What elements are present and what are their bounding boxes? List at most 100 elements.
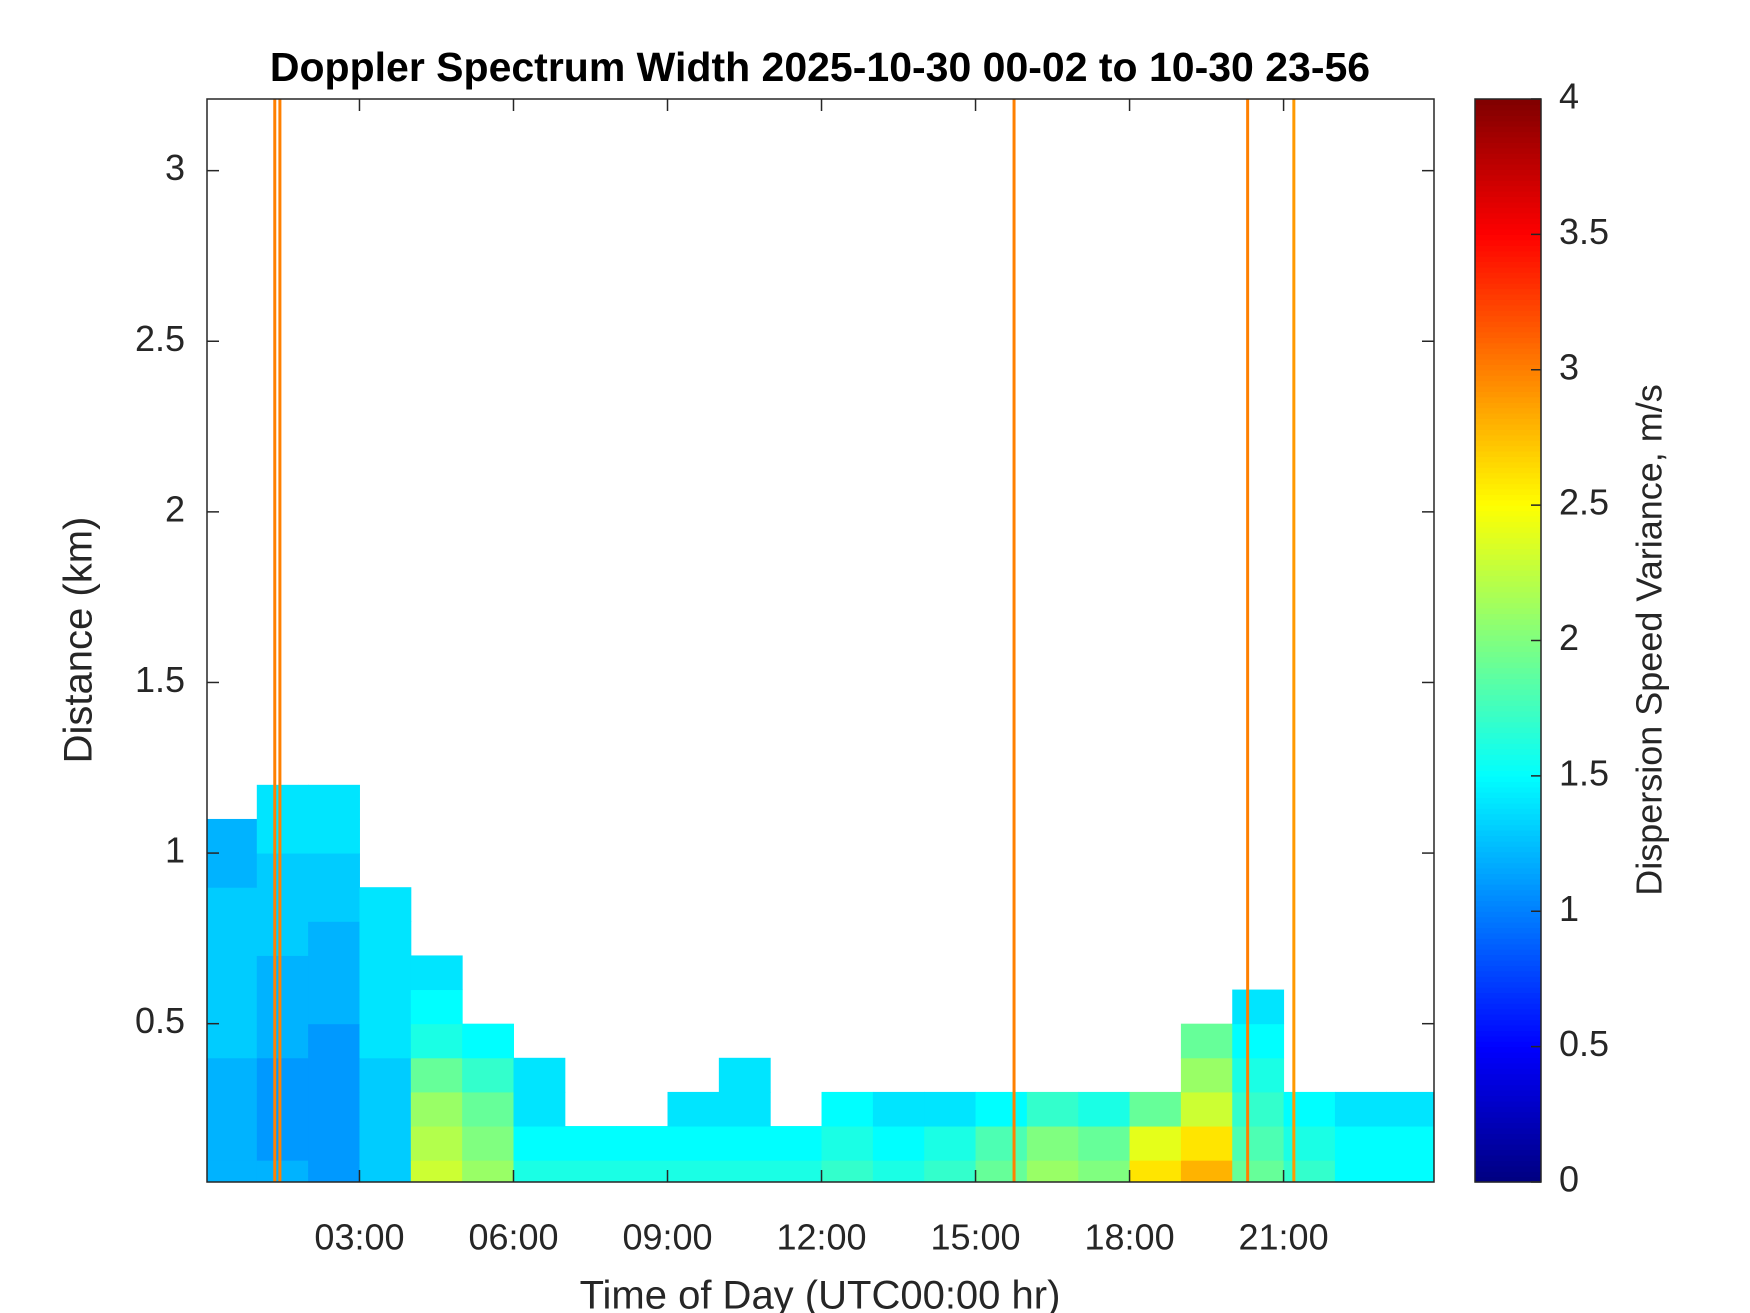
heatmap-cell (513, 1057, 566, 1093)
colorbar-tick-label: 4 (1559, 76, 1579, 117)
colorbar-swatch (1475, 277, 1541, 284)
heatmap-cell (667, 1160, 720, 1182)
heatmap (207, 99, 1434, 1182)
heatmap-cell (462, 1091, 514, 1127)
colorbar-swatch (1475, 488, 1541, 495)
colorbar-swatch (1475, 440, 1541, 447)
heatmap-cell (770, 1126, 823, 1161)
colorbar-swatch (1475, 293, 1541, 300)
colorbar-swatch (1475, 478, 1541, 485)
colorbar-swatch (1475, 1089, 1541, 1096)
x-tick-label: 06:00 (468, 1217, 558, 1258)
heatmap-cell (308, 1126, 360, 1161)
heatmap-cell (359, 1091, 412, 1127)
heatmap-cell (410, 1091, 463, 1127)
heatmap-cell (207, 921, 258, 956)
colorbar-swatch (1475, 239, 1541, 246)
colorbar-swatch (1475, 521, 1541, 528)
heatmap-cell (308, 818, 360, 854)
colorbar-swatch (1475, 802, 1541, 809)
colorbar-swatch (1475, 694, 1541, 701)
heatmap-cell (667, 1091, 720, 1127)
colorbar-tick-label: 3 (1559, 346, 1579, 387)
colorbar-swatch (1475, 640, 1541, 647)
heatmap-cell (975, 1126, 1028, 1161)
colorbar-swatch (1475, 153, 1541, 160)
heatmap-cell (308, 989, 360, 1025)
colorbar-swatch (1475, 737, 1541, 744)
colorbar-swatch (1475, 342, 1541, 349)
spike (1012, 99, 1016, 1182)
colorbar-swatch (1475, 505, 1541, 512)
heatmap-cell (975, 1160, 1028, 1182)
heatmap-cell (513, 1091, 566, 1127)
colorbar-swatch (1475, 900, 1541, 907)
colorbar-swatch (1475, 266, 1541, 273)
colorbar-swatch (1475, 1068, 1541, 1075)
heatmap-cell (462, 1057, 514, 1093)
colorbar-swatch (1475, 169, 1541, 176)
colorbar-swatch (1475, 710, 1541, 717)
colorbar-swatch (1475, 337, 1541, 344)
colorbar-swatch (1475, 494, 1541, 501)
colorbar-swatch (1475, 272, 1541, 279)
colorbar-swatch (1475, 1176, 1541, 1183)
colorbar-swatch (1475, 645, 1541, 652)
heatmap-cell (1334, 1126, 1387, 1161)
colorbar-swatch (1475, 1100, 1541, 1107)
colorbar-swatch (1475, 201, 1541, 208)
heatmap-cell (1232, 1057, 1285, 1093)
heatmap-cell (256, 1126, 309, 1161)
colorbar-swatch (1475, 559, 1541, 566)
colorbar-swatch (1475, 613, 1541, 620)
heatmap-cell (1232, 1023, 1285, 1059)
colorbar-swatch (1475, 429, 1541, 436)
colorbar-tick-label: 2 (1559, 617, 1579, 658)
heatmap-cell (616, 1160, 669, 1182)
x-tick-label: 18:00 (1085, 1217, 1175, 1258)
heatmap-cell (924, 1126, 977, 1161)
heatmap-cell (359, 989, 412, 1025)
colorbar-swatch (1475, 1165, 1541, 1172)
colorbar-swatch (1475, 716, 1541, 723)
heatmap-cell (308, 921, 360, 956)
heatmap-cell (308, 1091, 360, 1127)
colorbar-swatch (1475, 331, 1541, 338)
heatmap-cell (410, 1057, 463, 1093)
colorbar-swatch (1475, 1160, 1541, 1167)
colorbar-swatch (1475, 770, 1541, 777)
colorbar-swatch (1475, 131, 1541, 138)
heatmap-cell (1180, 1160, 1233, 1182)
colorbar-swatch (1475, 283, 1541, 290)
colorbar-swatch (1475, 553, 1541, 560)
colorbar-swatch (1475, 987, 1541, 994)
heatmap-cell (207, 818, 258, 854)
colorbar-swatch (1475, 732, 1541, 739)
colorbar-swatch (1475, 299, 1541, 306)
heatmap-cell (359, 887, 412, 922)
colorbar-swatch (1475, 878, 1541, 885)
colorbar-swatch (1475, 1008, 1541, 1015)
colorbar-swatch (1475, 1041, 1541, 1048)
colorbar-swatch (1475, 672, 1541, 680)
colorbar-swatch (1475, 321, 1541, 328)
x-tick-label: 09:00 (622, 1217, 712, 1258)
colorbar-swatch (1475, 700, 1541, 707)
colorbar-swatch (1475, 635, 1541, 642)
colorbar-swatch (1475, 537, 1541, 544)
colorbar-swatch (1475, 174, 1541, 181)
colorbar-swatch (1475, 515, 1541, 522)
colorbar-swatch (1475, 608, 1541, 615)
heatmap-cell (1180, 1023, 1233, 1059)
colorbar-swatch (1475, 754, 1541, 761)
heatmap-cell (256, 1160, 309, 1182)
colorbar-swatch (1475, 191, 1541, 198)
colorbar-swatch (1475, 889, 1541, 896)
x-tick-label: 15:00 (930, 1217, 1020, 1258)
heatmap-cell (308, 853, 360, 888)
colorbar-swatch (1475, 597, 1541, 604)
colorbar-swatch (1475, 158, 1541, 165)
colorbar-swatch (1475, 835, 1541, 842)
colorbar-tick-label: 0.5 (1559, 1023, 1609, 1064)
colorbar-swatch (1475, 467, 1541, 474)
